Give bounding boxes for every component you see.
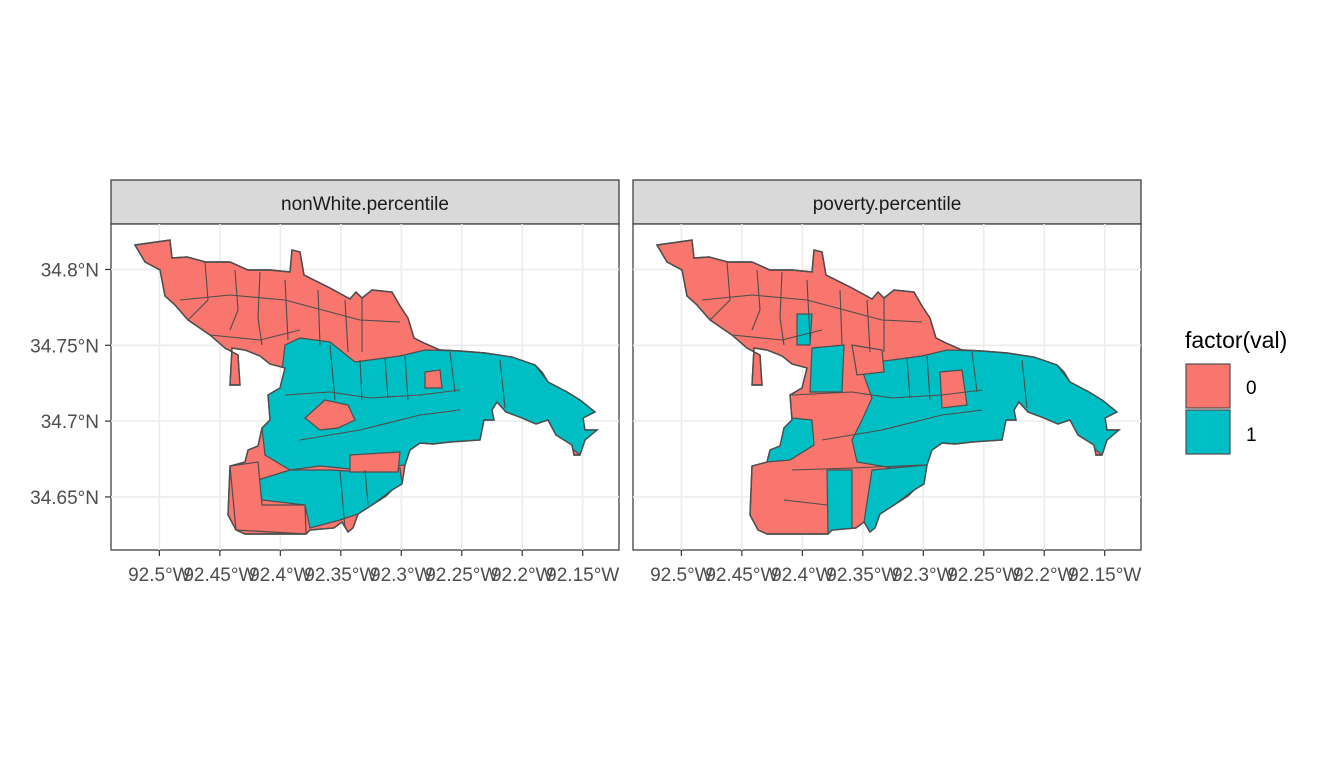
facet-panel-poverty: poverty.percentile xyxy=(632,179,1142,586)
x-tick-label: 92.35°W xyxy=(304,565,377,586)
x-axis-ticks-poverty: 92.5°W92.45°W92.4°W92.35°W92.3°W92.25°W9… xyxy=(650,550,1141,586)
facet-panel-nonwhite: nonWhite.percentile xyxy=(30,179,620,586)
legend-label-0: 0 xyxy=(1246,378,1257,399)
facet-strip-label-poverty: poverty.percentile xyxy=(813,194,962,215)
x-tick-label: 92.3°W xyxy=(892,565,955,586)
y-tick-label: 34.7°N xyxy=(41,412,99,433)
legend-key-1 xyxy=(1185,409,1231,455)
legend-key-0 xyxy=(1185,363,1231,409)
x-tick-label: 92.2°W xyxy=(491,565,554,586)
facet-strip-nonwhite xyxy=(110,179,620,225)
x-tick-label: 92.35°W xyxy=(826,565,899,586)
x-tick-label: 92.15°W xyxy=(546,565,619,586)
legend-title: factor(val) xyxy=(1185,327,1287,353)
x-tick-label: 92.45°W xyxy=(705,565,778,586)
y-axis-ticks: 34.8°N 34.75°N 34.7°N 34.65°N xyxy=(30,260,111,509)
x-tick-label: 92.2°W xyxy=(1013,565,1076,586)
x-tick-label: 92.15°W xyxy=(1068,565,1141,586)
x-tick-label: 92.5°W xyxy=(128,565,191,586)
legend-label-1: 1 xyxy=(1246,425,1257,446)
x-tick-label: 92.4°W xyxy=(249,565,312,586)
x-tick-label: 92.25°W xyxy=(425,565,498,586)
facet-strip-label-nonwhite: nonWhite.percentile xyxy=(281,194,449,215)
district-map-poverty xyxy=(656,239,1120,535)
x-tick-label: 92.5°W xyxy=(650,565,713,586)
y-tick-label: 34.75°N xyxy=(30,336,99,357)
x-tick-label: 92.25°W xyxy=(947,565,1020,586)
x-tick-label: 92.3°W xyxy=(370,565,433,586)
legend: factor(val) 0 1 xyxy=(1185,327,1287,455)
x-tick-label: 92.45°W xyxy=(183,565,256,586)
y-tick-label: 34.8°N xyxy=(41,260,99,281)
district-map-nonwhite xyxy=(134,239,598,535)
x-axis-ticks-nonwhite: 92.5°W92.45°W92.4°W92.35°W92.3°W92.25°W9… xyxy=(128,550,619,586)
y-tick-label: 34.65°N xyxy=(30,488,99,509)
x-tick-label: 92.4°W xyxy=(771,565,834,586)
